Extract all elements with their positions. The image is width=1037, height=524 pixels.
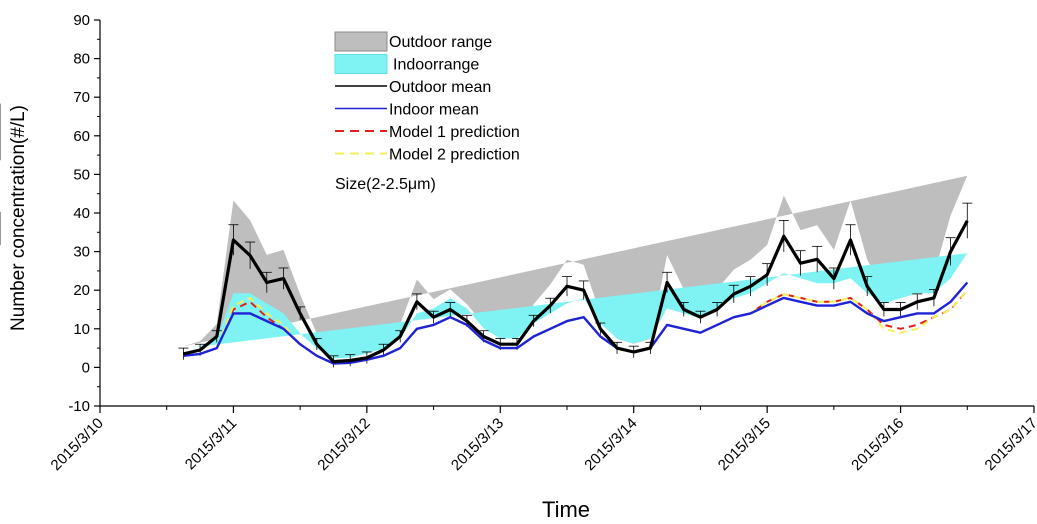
- size-annotation: Size(2-2.5μm): [335, 176, 436, 193]
- legend-swatch: [334, 54, 388, 74]
- legend-label: Model 1 prediction: [389, 124, 520, 141]
- x-tick-label: 2015/3/12: [314, 415, 373, 474]
- outdoor-mean-line: [183, 219, 969, 364]
- x-tick-label: 2015/3/16: [848, 415, 907, 474]
- legend-label: Outdoor range: [389, 34, 492, 51]
- x-tick-label: 2015/3/11: [182, 415, 240, 473]
- y-tick-label: -10: [68, 398, 90, 415]
- legend-label: Model 2 prediction: [389, 147, 520, 164]
- y-tick-label: 40: [73, 205, 90, 222]
- y-tick-label: 10: [73, 321, 90, 338]
- y-tick-label: 50: [73, 166, 90, 183]
- x-axis-title: Time: [542, 497, 590, 522]
- y-tick-label: 60: [73, 128, 90, 145]
- y-tick-label: 30: [73, 244, 90, 261]
- y-tick-label: 0: [82, 359, 90, 376]
- outdoor-range-band: [183, 175, 968, 357]
- legend-swatch: [334, 31, 388, 52]
- y-axis-title: Number concentration(#/L): [8, 105, 29, 331]
- y-tick-label: 80: [73, 51, 90, 68]
- legend-label: Indoorrange: [393, 57, 479, 74]
- legend-label: Indoor mean: [389, 102, 479, 119]
- y-tick-label: 20: [73, 282, 90, 299]
- x-tick-label: 2015/3/10: [48, 415, 107, 474]
- x-tick-label: 2015/3/17: [982, 415, 1037, 474]
- x-tick-label: 2015/3/13: [448, 415, 507, 474]
- legend-label: Outdoor mean: [389, 79, 491, 96]
- indoor-range-band: [183, 253, 968, 359]
- legend: Outdoor range Indoorrange Outdoor mean Indo…: [334, 31, 520, 164]
- x-tick-label: 2015/3/14: [581, 415, 640, 474]
- range-bands: [183, 175, 968, 359]
- y-tick-label: 90: [73, 12, 90, 29]
- x-tick-label: 2015/3/15: [715, 415, 774, 474]
- series-lines: [0, 103, 973, 368]
- indoor-mean-line: [183, 281, 969, 365]
- y-tick-label: 70: [73, 89, 90, 106]
